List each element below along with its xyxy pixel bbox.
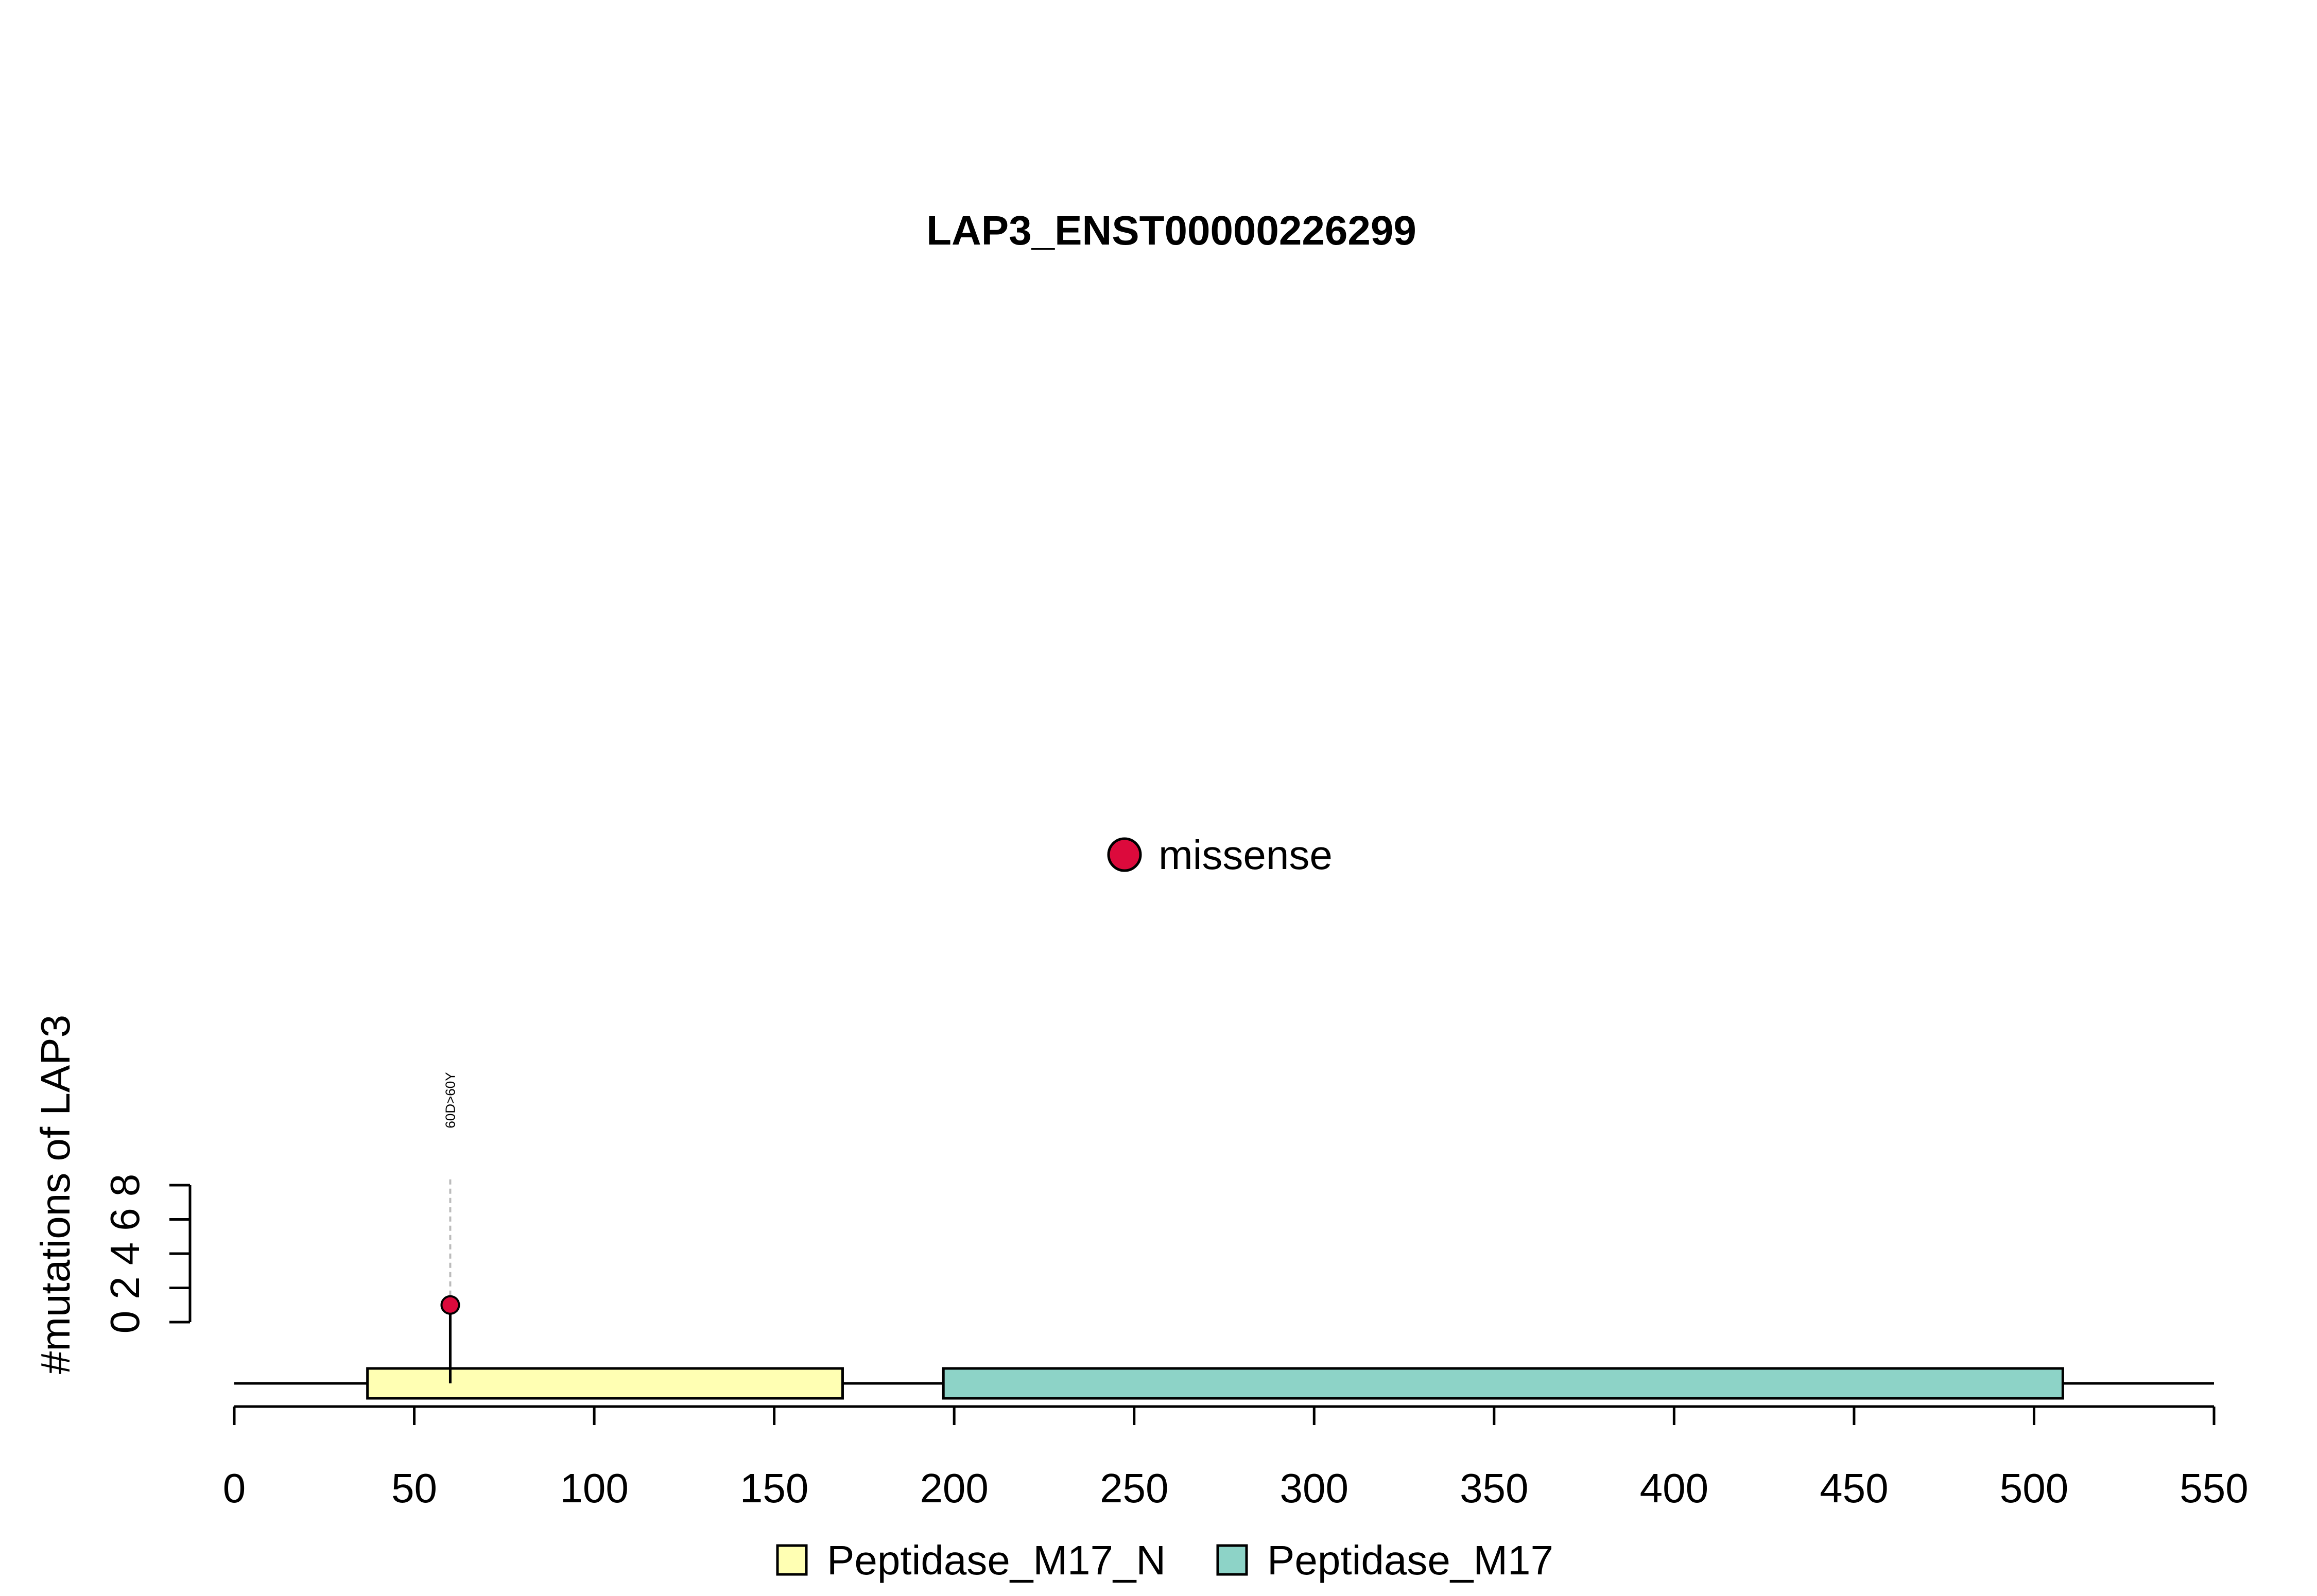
y-tick-label: 8 [102, 1174, 148, 1197]
x-tick-label: 500 [2000, 1465, 2068, 1511]
legend-peptidase-m17-label: Peptidase_M17 [1267, 1537, 1553, 1583]
legend-peptidase-m17-swatch [1216, 1544, 1248, 1576]
x-tick-label: 250 [1100, 1465, 1168, 1511]
x-tick-label: 50 [391, 1465, 437, 1511]
y-tick-label: 6 [102, 1208, 148, 1231]
y-tick-label: 4 [102, 1242, 148, 1265]
x-tick-label: 200 [920, 1465, 988, 1511]
x-tick-label: 350 [1460, 1465, 1528, 1511]
chart-marks: 0 50 100 150 200 250 300 350 400 450 500 550 0 2 4 6 8 60… [102, 832, 2249, 1583]
x-tick-label: 450 [1820, 1465, 1888, 1511]
y-tick-label: 2 [102, 1276, 148, 1299]
x-tick-label: 300 [1280, 1465, 1348, 1511]
y-axis-label: #mutations of LAP3 [32, 1015, 78, 1374]
y-tick-label: 0 [102, 1311, 148, 1334]
x-tick-label: 150 [740, 1465, 808, 1511]
x-tick-label: 100 [560, 1465, 628, 1511]
x-tick-label: 550 [2180, 1465, 2248, 1511]
mutation-label: 60D>60Y [442, 1072, 458, 1128]
legend-peptidase-m17-n-label: Peptidase_M17_N [827, 1537, 1166, 1583]
domain-peptidase-m17-n [366, 1367, 844, 1400]
x-tick-label: 400 [1640, 1465, 1708, 1511]
chart-title: LAP3_ENST00000226299 [926, 207, 1416, 253]
legend-missense-label: missense [1158, 832, 1333, 878]
legend-missense-marker [1107, 837, 1142, 872]
mutation-point [440, 1295, 460, 1315]
domain-peptidase-m17 [942, 1367, 2064, 1400]
x-tick-label: 0 [223, 1465, 246, 1511]
legend-peptidase-m17-n-swatch [776, 1544, 808, 1576]
